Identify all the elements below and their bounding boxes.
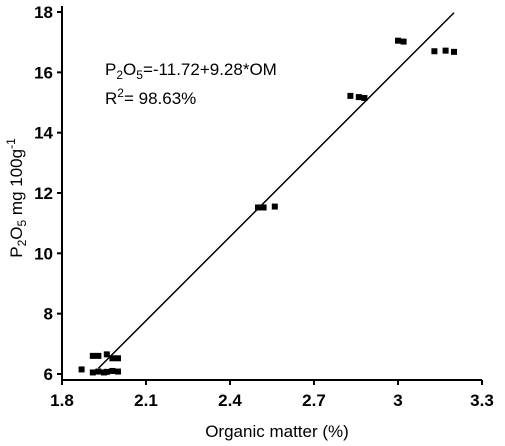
x-tick-label: 1.8 bbox=[50, 391, 74, 410]
y-axis-title: P2O5 mg 100g-1 bbox=[4, 138, 29, 258]
data-point bbox=[95, 368, 102, 375]
data-points bbox=[78, 37, 457, 376]
regression-equation: P2O5=-11.72+9.28*OM bbox=[105, 60, 277, 82]
x-tick-label: 2.4 bbox=[218, 391, 242, 410]
data-point bbox=[271, 203, 278, 210]
data-point bbox=[78, 366, 85, 373]
data-point bbox=[103, 368, 110, 375]
data-point bbox=[355, 94, 362, 101]
y-tick-label: 8 bbox=[44, 305, 53, 324]
regression-line bbox=[97, 12, 455, 369]
x-axis-title: Organic matter (%) bbox=[205, 422, 349, 441]
data-point bbox=[115, 355, 121, 362]
y-tick-label: 12 bbox=[34, 184, 53, 203]
y-tick-label: 10 bbox=[34, 244, 53, 263]
data-point bbox=[442, 47, 449, 54]
data-point bbox=[395, 37, 401, 44]
y-tick-labels: 6 8 10 12 14 16 18 bbox=[34, 3, 53, 384]
data-point bbox=[260, 204, 267, 211]
data-point bbox=[451, 48, 457, 55]
y-tick-label: 14 bbox=[34, 124, 53, 143]
x-tick-label: 2.7 bbox=[302, 391, 326, 410]
data-point bbox=[109, 367, 116, 374]
data-point bbox=[89, 352, 96, 359]
data-point bbox=[400, 38, 407, 45]
x-tick-label: 2.1 bbox=[134, 391, 158, 410]
x-tick-labels: 1.8 2.1 2.4 2.7 3 3.3 bbox=[50, 391, 494, 410]
y-tick-label: 16 bbox=[34, 63, 53, 82]
data-point bbox=[95, 352, 102, 359]
y-tick-label: 6 bbox=[44, 365, 53, 384]
x-tick-label: 3.3 bbox=[470, 391, 494, 410]
data-point bbox=[109, 355, 116, 362]
data-point bbox=[115, 368, 121, 375]
data-point bbox=[103, 351, 110, 358]
data-point bbox=[89, 369, 96, 376]
data-point bbox=[347, 92, 354, 99]
r-squared-label: R2= 98.63% bbox=[105, 86, 196, 108]
x-tick-label: 3 bbox=[393, 391, 402, 410]
y-tick-label: 18 bbox=[34, 3, 53, 22]
data-point bbox=[431, 48, 438, 55]
data-point bbox=[255, 204, 261, 211]
data-point bbox=[361, 94, 368, 101]
